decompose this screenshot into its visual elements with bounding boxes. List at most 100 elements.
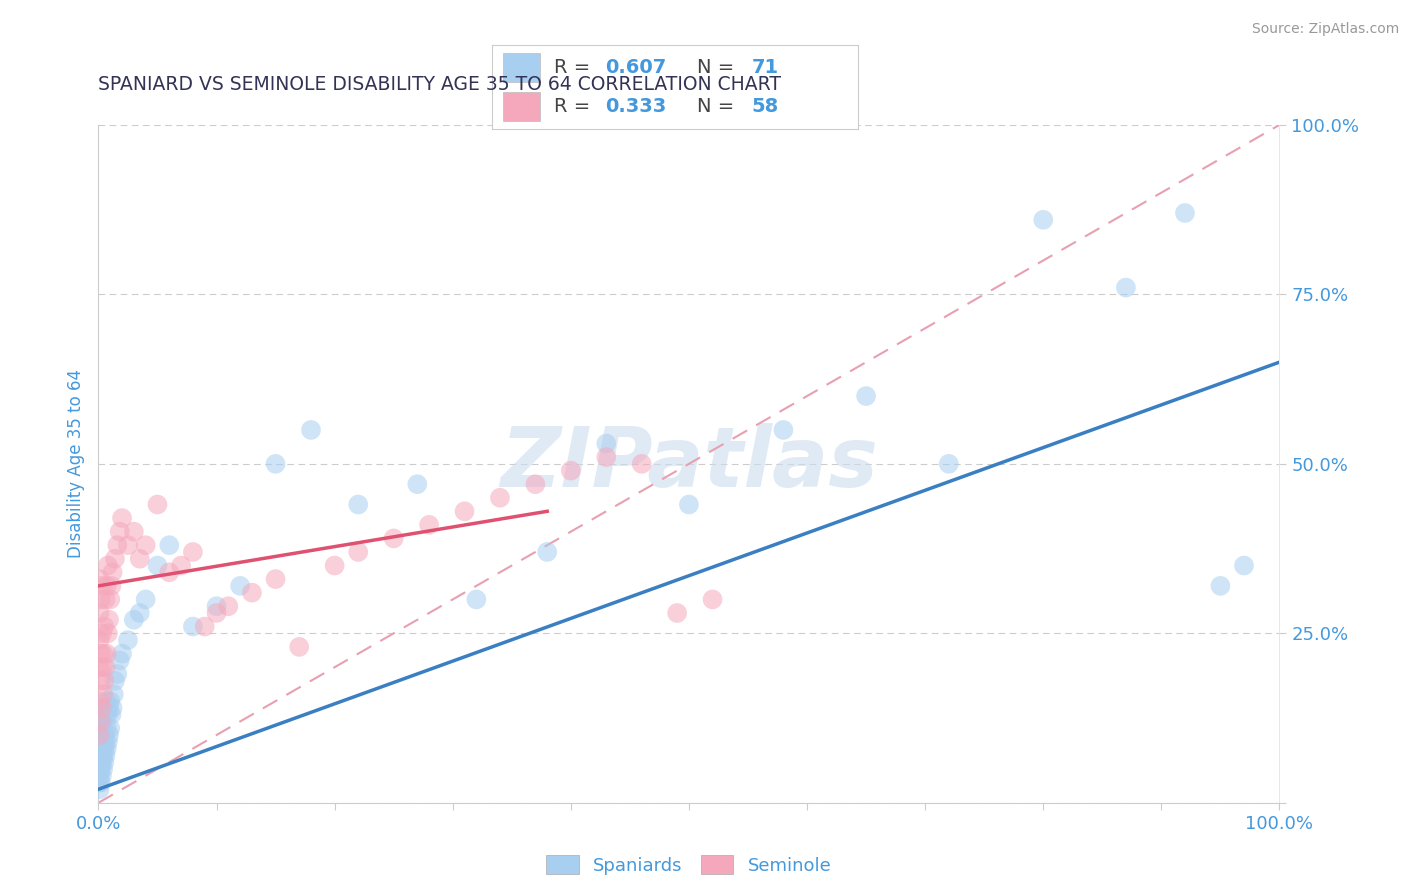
- Point: [98, 721, 121, 735]
- Text: N =: N =: [697, 58, 741, 77]
- Point: [90, 714, 112, 729]
- Point: [97, 735, 120, 749]
- Legend: Spaniards, Seminole: Spaniards, Seminole: [538, 848, 839, 882]
- Point: [90, 647, 112, 661]
- Point: [89, 769, 111, 783]
- Point: [128, 606, 150, 620]
- Point: [595, 436, 617, 450]
- Point: [630, 457, 652, 471]
- Point: [678, 498, 700, 512]
- Point: [89, 572, 111, 586]
- Point: [181, 619, 204, 633]
- Point: [97, 626, 120, 640]
- Text: Source: ZipAtlas.com: Source: ZipAtlas.com: [1251, 22, 1399, 37]
- Text: SPANIARD VS SEMINOLE DISABILITY AGE 35 TO 64 CORRELATION CHART: SPANIARD VS SEMINOLE DISABILITY AGE 35 T…: [98, 75, 782, 94]
- Point: [98, 613, 121, 627]
- Point: [89, 633, 111, 648]
- Point: [181, 545, 204, 559]
- Point: [299, 423, 322, 437]
- Point: [105, 538, 128, 552]
- Point: [104, 551, 127, 566]
- Point: [103, 687, 125, 701]
- Point: [90, 775, 112, 789]
- Point: [98, 728, 121, 742]
- Point: [104, 673, 127, 688]
- Point: [108, 524, 131, 539]
- Point: [91, 735, 114, 749]
- Point: [100, 579, 122, 593]
- Point: [453, 504, 475, 518]
- Text: R =: R =: [554, 58, 596, 77]
- Point: [89, 728, 111, 742]
- Point: [323, 558, 346, 573]
- Point: [347, 545, 370, 559]
- Point: [89, 735, 111, 749]
- Point: [89, 755, 111, 769]
- Point: [93, 741, 115, 756]
- Point: [90, 748, 112, 763]
- Point: [93, 755, 115, 769]
- Point: [93, 701, 115, 715]
- Point: [94, 707, 117, 722]
- Point: [702, 592, 724, 607]
- Point: [90, 592, 112, 607]
- Point: [772, 423, 794, 437]
- Point: [146, 558, 169, 573]
- Point: [135, 538, 157, 552]
- Point: [96, 647, 118, 661]
- Point: [94, 748, 117, 763]
- Point: [157, 538, 180, 552]
- Point: [94, 735, 117, 749]
- Point: [105, 667, 128, 681]
- Point: [264, 457, 287, 471]
- Point: [89, 741, 111, 756]
- Text: N =: N =: [697, 97, 741, 116]
- Point: [89, 606, 111, 620]
- Point: [91, 762, 114, 776]
- Point: [1032, 212, 1054, 227]
- Point: [97, 707, 120, 722]
- Text: 0.607: 0.607: [606, 58, 666, 77]
- Point: [1209, 579, 1232, 593]
- Point: [91, 701, 114, 715]
- Text: 0.333: 0.333: [606, 97, 666, 116]
- Point: [406, 477, 429, 491]
- Point: [89, 694, 111, 708]
- Point: [98, 592, 121, 607]
- Point: [101, 566, 124, 580]
- Point: [98, 701, 121, 715]
- Point: [90, 673, 112, 688]
- Point: [91, 687, 114, 701]
- Point: [89, 775, 111, 789]
- Point: [90, 762, 112, 776]
- Point: [146, 498, 169, 512]
- Point: [90, 721, 112, 735]
- Point: [264, 572, 287, 586]
- Point: [595, 450, 617, 464]
- Point: [90, 735, 112, 749]
- Point: [524, 477, 547, 491]
- Point: [98, 694, 121, 708]
- Point: [111, 647, 134, 661]
- Point: [205, 599, 228, 614]
- Point: [288, 640, 311, 654]
- Point: [94, 592, 117, 607]
- Point: [122, 524, 145, 539]
- Point: [96, 741, 118, 756]
- Point: [91, 714, 114, 729]
- Point: [101, 701, 124, 715]
- Point: [111, 511, 134, 525]
- Point: [91, 741, 114, 756]
- Point: [91, 579, 114, 593]
- Point: [89, 762, 111, 776]
- Point: [128, 551, 150, 566]
- Point: [91, 626, 114, 640]
- Point: [89, 660, 111, 674]
- Point: [89, 782, 111, 797]
- Point: [666, 606, 689, 620]
- Point: [170, 558, 193, 573]
- Point: [1174, 206, 1197, 220]
- Point: [91, 647, 114, 661]
- Point: [418, 517, 440, 532]
- Point: [96, 579, 118, 593]
